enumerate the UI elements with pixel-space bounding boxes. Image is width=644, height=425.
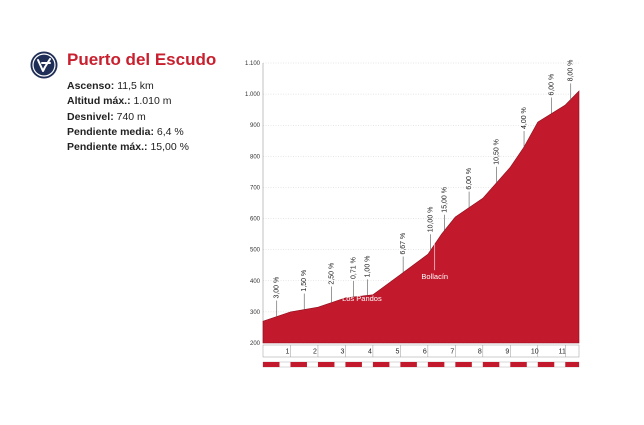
y-tick-label: 800 [250,154,261,160]
x-tick-label: 6 [423,349,427,356]
gradient-label: 6,00 % [466,168,473,190]
y-tick-label: 300 [250,310,261,316]
gradient-label: 10,00 % [428,207,435,233]
place-label: Los Pandos [342,294,382,303]
gradient-label: 1,00 % [364,256,371,278]
x-tick-label: 11 [559,349,566,356]
x-tick-label: 2 [313,349,317,356]
stat-value: 740 m [116,110,146,123]
climb-title: Puerto del Escudo [67,50,217,69]
y-tick-label: 500 [250,248,261,254]
stat-value: 1.010 m [133,95,172,108]
stat-label: Pendiente media: [67,125,154,138]
elevation-area [262,90,580,344]
road-stripe [427,362,445,367]
stat-label: Altitud máx.: [67,95,131,108]
gradient-label: 0,71 % [351,257,358,279]
road-stripe [317,362,335,367]
gradient-label: 8,00 % [568,60,575,82]
stat-label: Pendiente máx.: [67,141,148,154]
gradient-label: 4,00 % [521,107,528,129]
gradient-label: 6,67 % [400,233,407,255]
gradient-label: 15,00 % [441,187,448,213]
y-tick-label: 900 [250,123,261,129]
y-tick-label: 400 [250,279,261,285]
vuelta-logo-icon [30,51,58,79]
stat-pendiente-max: Pendiente máx.: 15,00 % [67,140,189,155]
x-tick-label: 4 [368,349,372,356]
road-stripe [345,362,362,367]
y-tick-label: 1.000 [245,92,261,98]
y-tick-label: 200 [250,341,261,347]
road-stripe [455,362,472,367]
climb-stats: Ascenso: 11,5 km Altitud máx.: 1.010 m D… [67,79,189,155]
gradient-label: 1,50 % [301,270,308,292]
road-band [262,361,580,368]
stat-desnivel: Desnivel: 740 m [67,110,189,125]
stat-value: 6,4 % [156,125,184,138]
stat-value: 11,5 km [117,80,154,92]
x-tick-label: 7 [450,349,454,356]
y-tick-label: 1.100 [245,61,261,67]
road-stripe [290,362,307,367]
gradient-label: 6,00 % [549,74,556,96]
road-stripe [372,362,390,367]
gradient-label: 3,00 % [274,277,281,299]
x-tick-label: 3 [340,349,344,356]
gradient-label: 2,50 % [329,263,336,285]
x-tick-label: 5 [395,349,399,356]
km-band [262,344,580,358]
stat-label: Ascenso: [67,80,115,92]
x-tick-label: 1 [286,349,290,356]
road-stripe [510,362,527,367]
stat-value: 15,00 % [150,141,189,154]
x-tick-label: 10 [531,349,539,356]
road-stripe [400,362,417,367]
stat-pendiente-media: Pendiente media: 6,4 % [67,125,189,140]
y-tick-label: 600 [250,217,261,223]
road-stripe [263,362,280,367]
road-stripe [482,362,500,367]
road-stripe [537,362,555,367]
stat-label: Desnivel: [67,110,114,123]
stat-altitud-max: Altitud máx.: 1.010 m [67,94,189,109]
road-stripe [565,362,579,367]
place-label: Bollacín [421,272,448,281]
y-tick-label: 700 [250,185,261,191]
stat-ascenso: Ascenso: 11,5 km [67,79,189,94]
x-tick-label: 8 [478,349,482,356]
gradient-label: 10,50 % [494,139,501,165]
x-tick-label: 9 [505,349,509,356]
